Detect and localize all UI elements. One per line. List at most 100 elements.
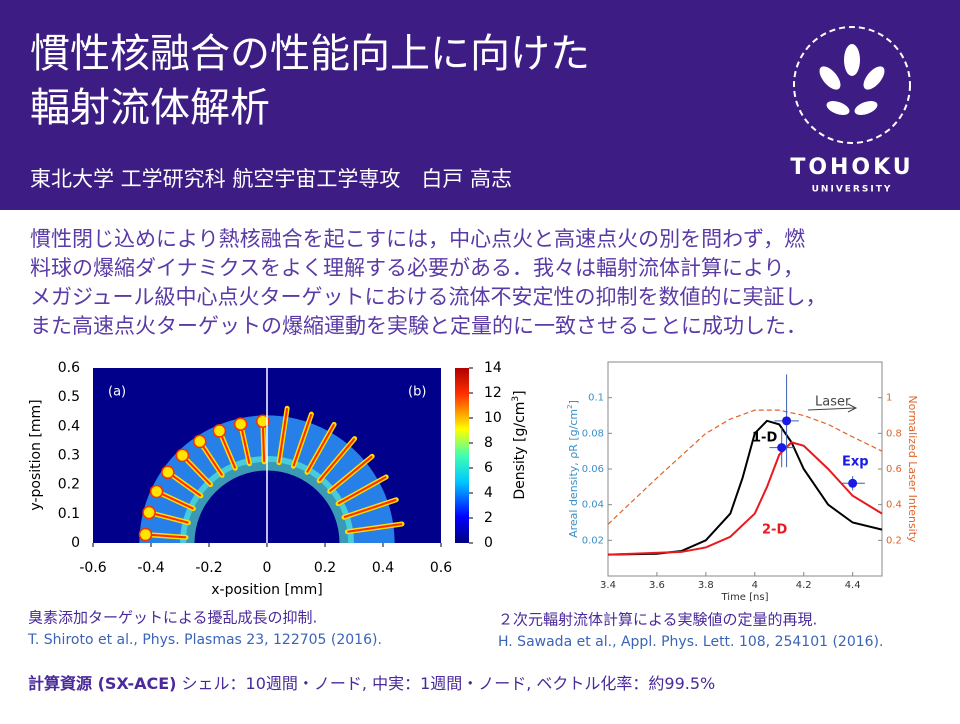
- spike-core: [318, 437, 356, 482]
- series-line: [607, 441, 883, 556]
- bulb: [255, 414, 270, 429]
- y-axis-label-text: Areal density, ρR [g/cm: [567, 409, 580, 538]
- y-tick-label: 0.6: [58, 360, 80, 376]
- abstract-line: 慣性閉じ込めにより熱核融合を起こすには，中心点火と高速点火の別を問わず，燃: [30, 227, 805, 251]
- x-axis-label: x-position [mm]: [211, 582, 322, 598]
- bulb: [161, 465, 175, 480]
- spike-core: [218, 430, 237, 469]
- abstract: 慣性閉じ込めにより熱核融合を起こすには，中心点火と高速点火の別を問わず，燃料球の…: [30, 227, 827, 338]
- colorbar-tick-label: 8: [484, 435, 493, 451]
- y-tick-label: 0.06: [582, 464, 604, 475]
- y-tick-label: 0.1: [588, 393, 604, 404]
- bulb: [138, 527, 153, 542]
- laser-arrowhead: [847, 403, 858, 413]
- colorbar-label-end: ]: [512, 390, 528, 395]
- colorbar-label-text: Density [g/cm: [512, 402, 528, 500]
- colorbar: [455, 368, 469, 543]
- y-tick-label: 0.1: [58, 506, 80, 522]
- x-tick-label: 3.4: [600, 580, 616, 591]
- data-point: [782, 416, 792, 426]
- x-tick-label: 4: [752, 580, 758, 591]
- x-tick-label: 0.6: [430, 560, 452, 576]
- spike-core: [167, 471, 202, 497]
- citation: T. Shiroto et al., Phys. Plasmas 23, 122…: [27, 632, 382, 648]
- spike-core: [306, 423, 335, 473]
- shell-inner: [180, 456, 354, 543]
- bulb: [233, 417, 248, 431]
- y-tick-label: 0.08: [582, 428, 604, 439]
- line-chart: 3.4 3.6 3.8 4 4.2 4.4 0.02 0.04 0.06 0.08 0.1 0.2 0.…: [582, 374, 902, 591]
- spike-core: [292, 413, 313, 467]
- spike-core: [239, 423, 251, 464]
- colorbar-label-sup: 3: [511, 396, 521, 402]
- colorbar-label: Density [g/cm3]: [511, 390, 529, 499]
- footer: 計算資源 (SX-ACE) シェル：10週間・ノード, 中実：1週間・ノード, …: [28, 674, 715, 693]
- panel-label: (a): [108, 385, 126, 400]
- spike-core: [278, 408, 289, 463]
- citation: H. Sawada et al., Appl. Phys. Lett. 108,…: [498, 634, 883, 650]
- logo: TOHOKU UNIVERSITY: [790, 26, 913, 195]
- series-label: Exp: [842, 455, 869, 470]
- y-axis-label: y-position [mm]: [28, 399, 44, 510]
- x-tick-label: -0.4: [137, 560, 164, 576]
- series-label: Laser: [815, 395, 851, 410]
- y-tick-label: 0.3: [58, 448, 80, 464]
- series-label: 1-D: [752, 431, 777, 446]
- bulb: [193, 434, 207, 449]
- bulb: [142, 505, 156, 520]
- caption: ２次元輻射流体計算による実験値の定量的再現.: [498, 611, 817, 629]
- y2-tick-label: 1: [886, 393, 892, 404]
- y-axis-label: Areal density, ρR [g/cm2]: [566, 400, 580, 538]
- colorbar-tick-label: 10: [484, 410, 502, 426]
- spike-core: [347, 523, 403, 533]
- y2-tick-label: 0.6: [886, 464, 902, 475]
- y2-tick-label: 0.4: [886, 500, 902, 511]
- bulb: [212, 424, 227, 438]
- title: 輻射流体解析: [30, 85, 270, 131]
- y2-tick-label: 0.2: [886, 535, 902, 546]
- x-tick-label: 4.4: [845, 580, 861, 591]
- x-tick-label: 4.2: [796, 580, 812, 591]
- x-tick-label: 0: [263, 560, 272, 576]
- y2-tick-label: 0.8: [886, 428, 902, 439]
- bulb: [175, 448, 190, 463]
- bulb: [149, 484, 164, 499]
- data-point: [777, 443, 787, 453]
- x-tick-label: -0.2: [195, 560, 222, 576]
- data-point: [848, 478, 858, 488]
- logo-text: TOHOKU: [790, 155, 913, 180]
- colorbar-tick-label: 14: [484, 360, 502, 376]
- logo-subtext: UNIVERSITY: [812, 185, 893, 195]
- spike-core: [261, 421, 266, 462]
- colorbar-tick-label: 4: [484, 485, 493, 501]
- colorbar-tick-label: 12: [484, 385, 502, 401]
- y-axis-label-end: ]: [567, 400, 580, 404]
- x-axis-label: Time [ns]: [720, 592, 768, 603]
- x-tick-label: -0.6: [79, 560, 106, 576]
- author: 東北大学 工学研究科 航空宇宙工学専攻 白戸 高志: [30, 167, 512, 191]
- abstract-line: 料球の爆縮ダイナミクスをよく理解する必要がある．我々は輻射流体計算により，: [30, 256, 804, 280]
- footer-text: シェル：10週間・ノード, 中実：1週間・ノード, ベクトル化率：約99.5%: [176, 674, 715, 693]
- header-band: [0, 0, 960, 210]
- x-tick-label: 3.8: [698, 580, 714, 591]
- series-label: 2-D: [762, 523, 787, 538]
- caption: 臭素添加ターゲットによる擾乱成長の抑制.: [28, 609, 317, 627]
- y-tick-label: 0.2: [58, 477, 80, 493]
- y-axis-label-sup: 2: [566, 404, 574, 408]
- series-line: [607, 419, 883, 556]
- footer-bold: 計算資源 (SX-ACE): [28, 674, 176, 693]
- spike-core: [337, 476, 387, 505]
- spike-core: [329, 455, 373, 493]
- y-tick-label: 0.02: [582, 535, 604, 546]
- spike-core: [181, 454, 212, 486]
- spike-core: [156, 490, 194, 510]
- colorbar-tick-label: 0: [484, 535, 493, 551]
- colorbar-tick-label: 2: [484, 510, 493, 526]
- y2-axis-label: Normalized Laser Intensity: [906, 395, 919, 543]
- y-tick-label: 0: [71, 535, 80, 551]
- panel-label: (b): [408, 385, 426, 400]
- y-tick-label: 0.4: [58, 418, 80, 434]
- series-line: [607, 409, 883, 525]
